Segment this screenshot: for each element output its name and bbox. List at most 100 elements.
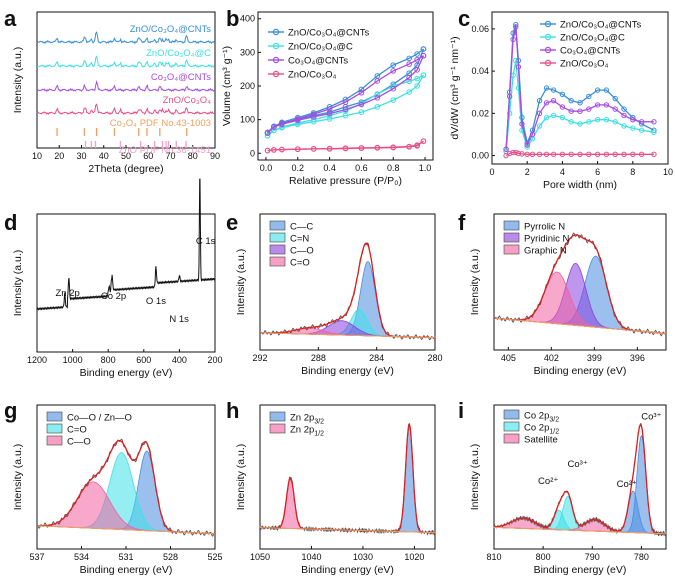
data-point [390, 144, 397, 151]
data-point [390, 62, 397, 68]
legend-swatch [269, 423, 286, 434]
panel-letter-e: e [226, 210, 238, 235]
data-point [594, 116, 601, 123]
data-point [586, 106, 592, 112]
data-point [515, 150, 522, 157]
baseline [493, 526, 666, 535]
x-tick-label: 780 [634, 552, 649, 562]
y-tick-label: 200 [240, 81, 255, 91]
legend-swatch [269, 232, 286, 243]
x-tick-label: 0.6 [355, 163, 368, 173]
legend-entry: Co₃O₄@CNTs [560, 46, 620, 57]
data-point [503, 146, 509, 152]
data-point [414, 67, 420, 73]
isotherm-desorption [267, 140, 424, 152]
data-point [264, 132, 271, 139]
x-tick-label: 0.8 [387, 163, 400, 173]
x-tick-label: 1200 [27, 355, 47, 365]
data-point [271, 127, 277, 134]
data-point [638, 127, 645, 133]
trace-label: Co₃O₄@CNTs [151, 72, 211, 83]
legend-entry: ZnO/Co₃O₄ [560, 59, 609, 70]
legend-entry: Zn 2p1/2 [290, 425, 324, 438]
data-point [568, 119, 574, 125]
legend-swatch [503, 244, 520, 255]
data-point [264, 147, 271, 154]
y-tick-label: 0.04 [471, 66, 489, 76]
data-point [568, 108, 574, 114]
x-tick-label: 288 [311, 353, 326, 363]
x-tick-label: 50 [121, 151, 131, 161]
legend-entry: ZnO/Co₃O₄@C [288, 42, 353, 53]
trace-label: ZnO/Co₃O₄@C [146, 48, 211, 59]
x-tick-label: 534 [74, 552, 89, 562]
data-point [577, 108, 583, 114]
legend-entry: Pyridinic N [524, 234, 570, 245]
data-point [510, 30, 516, 36]
x-tick-label: 70 [165, 151, 175, 161]
data-point [612, 151, 618, 157]
x-tick-label: 1.0 [419, 163, 432, 173]
x-tick-label: 396 [630, 353, 645, 363]
data-point [390, 85, 397, 92]
legend-entry: Co₃O₄@CNTs [288, 56, 348, 67]
data-point [536, 110, 543, 117]
data-point [406, 61, 412, 67]
legend-swatch [269, 220, 286, 231]
x-axis-label: Binding energy (eV) [301, 365, 394, 377]
peak-annotation: C 1s [196, 236, 216, 247]
data-point [577, 100, 583, 106]
x-tick-label: 1040 [301, 552, 321, 562]
legend-entry: C=O [290, 258, 310, 269]
x-tick-label: 531 [118, 552, 133, 562]
panel-letter-h: h [226, 398, 239, 423]
legend-entry: Graphic N [524, 246, 567, 257]
panel-i: i 810 800 790 780 Binding energy (eV) Intensit… [458, 398, 667, 576]
data-point [414, 75, 420, 82]
data-point [586, 119, 592, 125]
legend-swatch [503, 433, 520, 444]
x-axis-label: Binding energy (eV) [80, 367, 173, 379]
data-point [374, 144, 381, 151]
x-tick-label: 292 [252, 353, 267, 363]
legend-marker [544, 20, 552, 28]
data-point [594, 87, 601, 93]
legend-entry: ZnO/Co₃O₄ [288, 70, 337, 81]
valence-annotation: Co²⁺ [617, 479, 637, 490]
baseline [260, 527, 436, 534]
data-point [603, 87, 610, 93]
x-axis-label: Binding energy (eV) [80, 564, 173, 576]
data-point [310, 114, 317, 120]
data-point [310, 146, 317, 152]
data-point [374, 94, 381, 101]
data-point [638, 151, 645, 157]
x-tick-label: 10 [32, 151, 42, 161]
plot-frame [36, 213, 216, 353]
data-point [374, 91, 381, 97]
data-point [358, 89, 365, 96]
y-axis-label: Intensity (a.u.) [12, 444, 24, 511]
xrd-trace [36, 55, 215, 69]
data-point [406, 89, 412, 95]
x-tick-label: 1050 [250, 552, 270, 562]
valence-annotation: Co³⁺ [568, 459, 588, 470]
panel-b: b 0.0 0.2 0.4 0.6 0.8 1.0 Relative pressure (P/… [221, 6, 434, 187]
data-point [506, 93, 513, 100]
xrd-trace [36, 31, 215, 45]
survey-spectrum [36, 178, 216, 311]
peak-annotation: Zn 2p [55, 288, 79, 299]
y-axis-label: Intensity (a.u.) [12, 250, 24, 317]
data-point [358, 101, 365, 108]
data-point [294, 146, 301, 153]
data-point [524, 151, 530, 157]
data-point [529, 131, 536, 138]
data-point [586, 151, 592, 157]
data-point [519, 151, 525, 157]
y-axis-label: Intensity (a.u.) [235, 249, 247, 316]
data-point [524, 142, 530, 148]
x-tick-label: 6 [595, 167, 600, 177]
data-point [294, 116, 301, 122]
x-axis-label: Binding energy (eV) [301, 564, 394, 576]
